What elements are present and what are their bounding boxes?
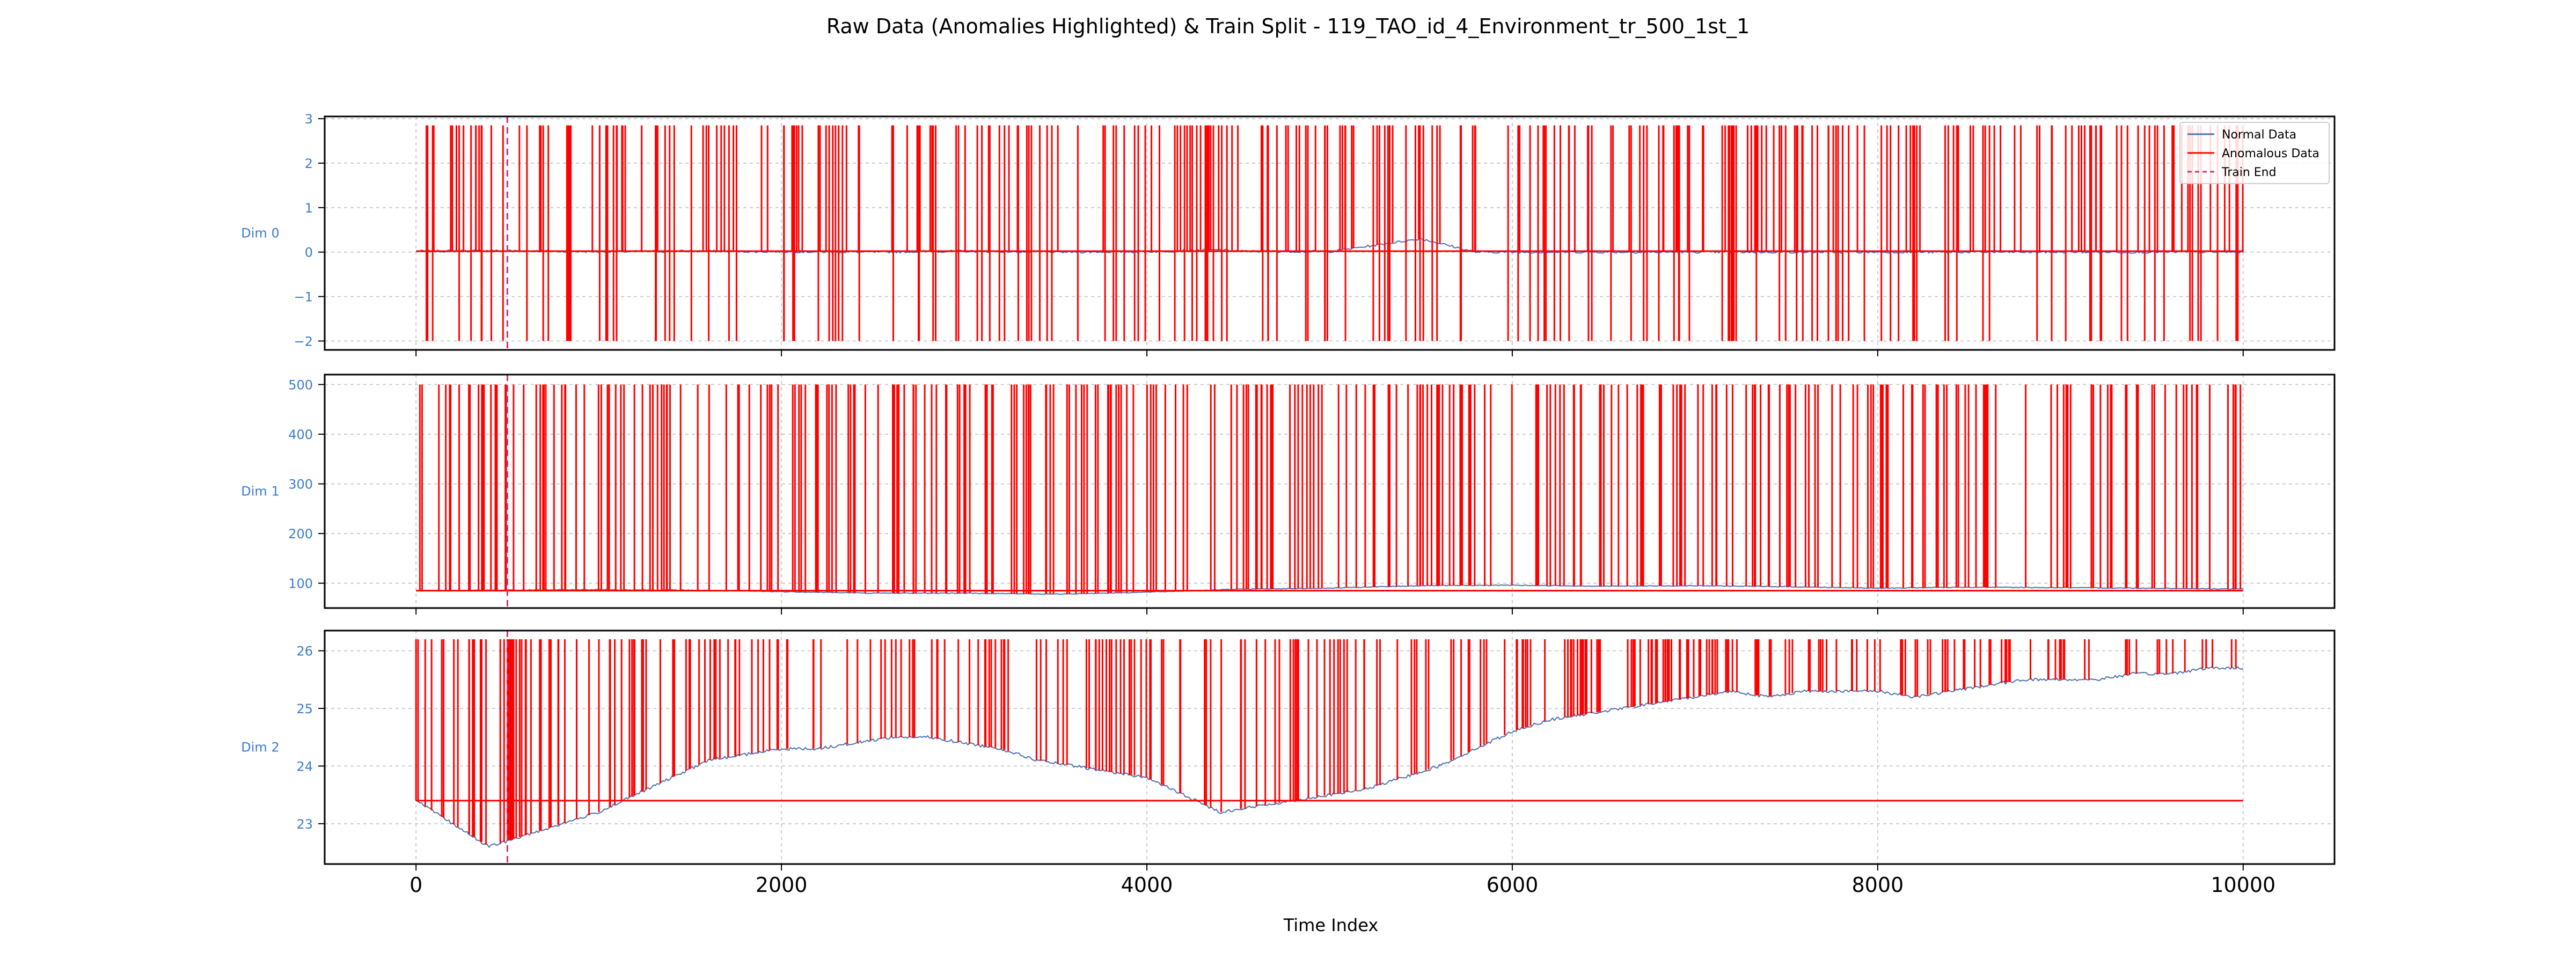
x-tick-label: 4000 [1121, 873, 1173, 897]
panel-dim-1: 500 400 300 200 100 Dim 1 [241, 374, 2336, 614]
legend: Normal Data Anomalous Data Train End [2179, 122, 2330, 184]
figure-title: Raw Data (Anomalies Highlighted) & Train… [826, 14, 1750, 38]
y-tick-label: −1 [294, 290, 313, 305]
y-tick-label: 0 [305, 245, 313, 260]
y-tick-label: 100 [288, 576, 313, 591]
y-tick-label: 200 [288, 526, 313, 541]
anomalous-data-spikes [419, 384, 2242, 594]
axes-frame [324, 630, 2336, 865]
y-tick-label: 400 [288, 427, 313, 442]
y-tick-label: 23 [296, 817, 313, 832]
y-axis-label: Dim 2 [241, 740, 279, 755]
plot-area [415, 639, 2244, 848]
y-axis-label: Dim 0 [241, 226, 279, 241]
x-axis-label: Time Index [1283, 915, 1379, 935]
x-tick-label: 8000 [1852, 873, 1904, 897]
anomalous-data-spikes [426, 125, 2244, 341]
legend-box [2179, 122, 2330, 184]
y-tick-label: 24 [296, 759, 313, 774]
y-tick-label: 1 [305, 201, 313, 216]
y-tick-label: 26 [296, 644, 313, 659]
legend-label: Normal Data [2222, 128, 2296, 142]
axes-frame [324, 374, 2336, 609]
x-tick-label: 6000 [1487, 873, 1539, 897]
axes-frame [324, 115, 2336, 351]
x-tick-label: 10000 [2211, 873, 2275, 897]
y-axis-label: Dim 1 [241, 484, 279, 499]
y-tick-label: −2 [294, 334, 313, 349]
plot-area [415, 125, 2244, 341]
panel-dim-0: 3 2 1 0 −1 −2 Dim 0 Normal Data Anomalous Data Tr… [241, 112, 2336, 356]
plot-area [416, 384, 2243, 595]
y-tick-label: 25 [296, 701, 313, 716]
legend-label: Anomalous Data [2222, 147, 2319, 160]
panels: 3 2 1 0 −1 −2 Dim 0 Normal Data Anomalous Data Tr… [241, 112, 2336, 897]
y-tick-label: 3 [305, 112, 313, 127]
y-tick-label: 300 [288, 477, 313, 492]
anomalous-data-spikes [415, 639, 2237, 845]
y-tick-label: 500 [288, 378, 313, 393]
x-tick-label: 2000 [756, 873, 808, 897]
y-tick-label: 2 [305, 156, 313, 171]
x-tick-label: 0 [409, 873, 422, 897]
legend-label: Train End [2221, 166, 2277, 179]
panel-dim-2: 26 25 24 23 Dim 2 0 2000 4000 6000 8000 10000 [241, 630, 2336, 897]
